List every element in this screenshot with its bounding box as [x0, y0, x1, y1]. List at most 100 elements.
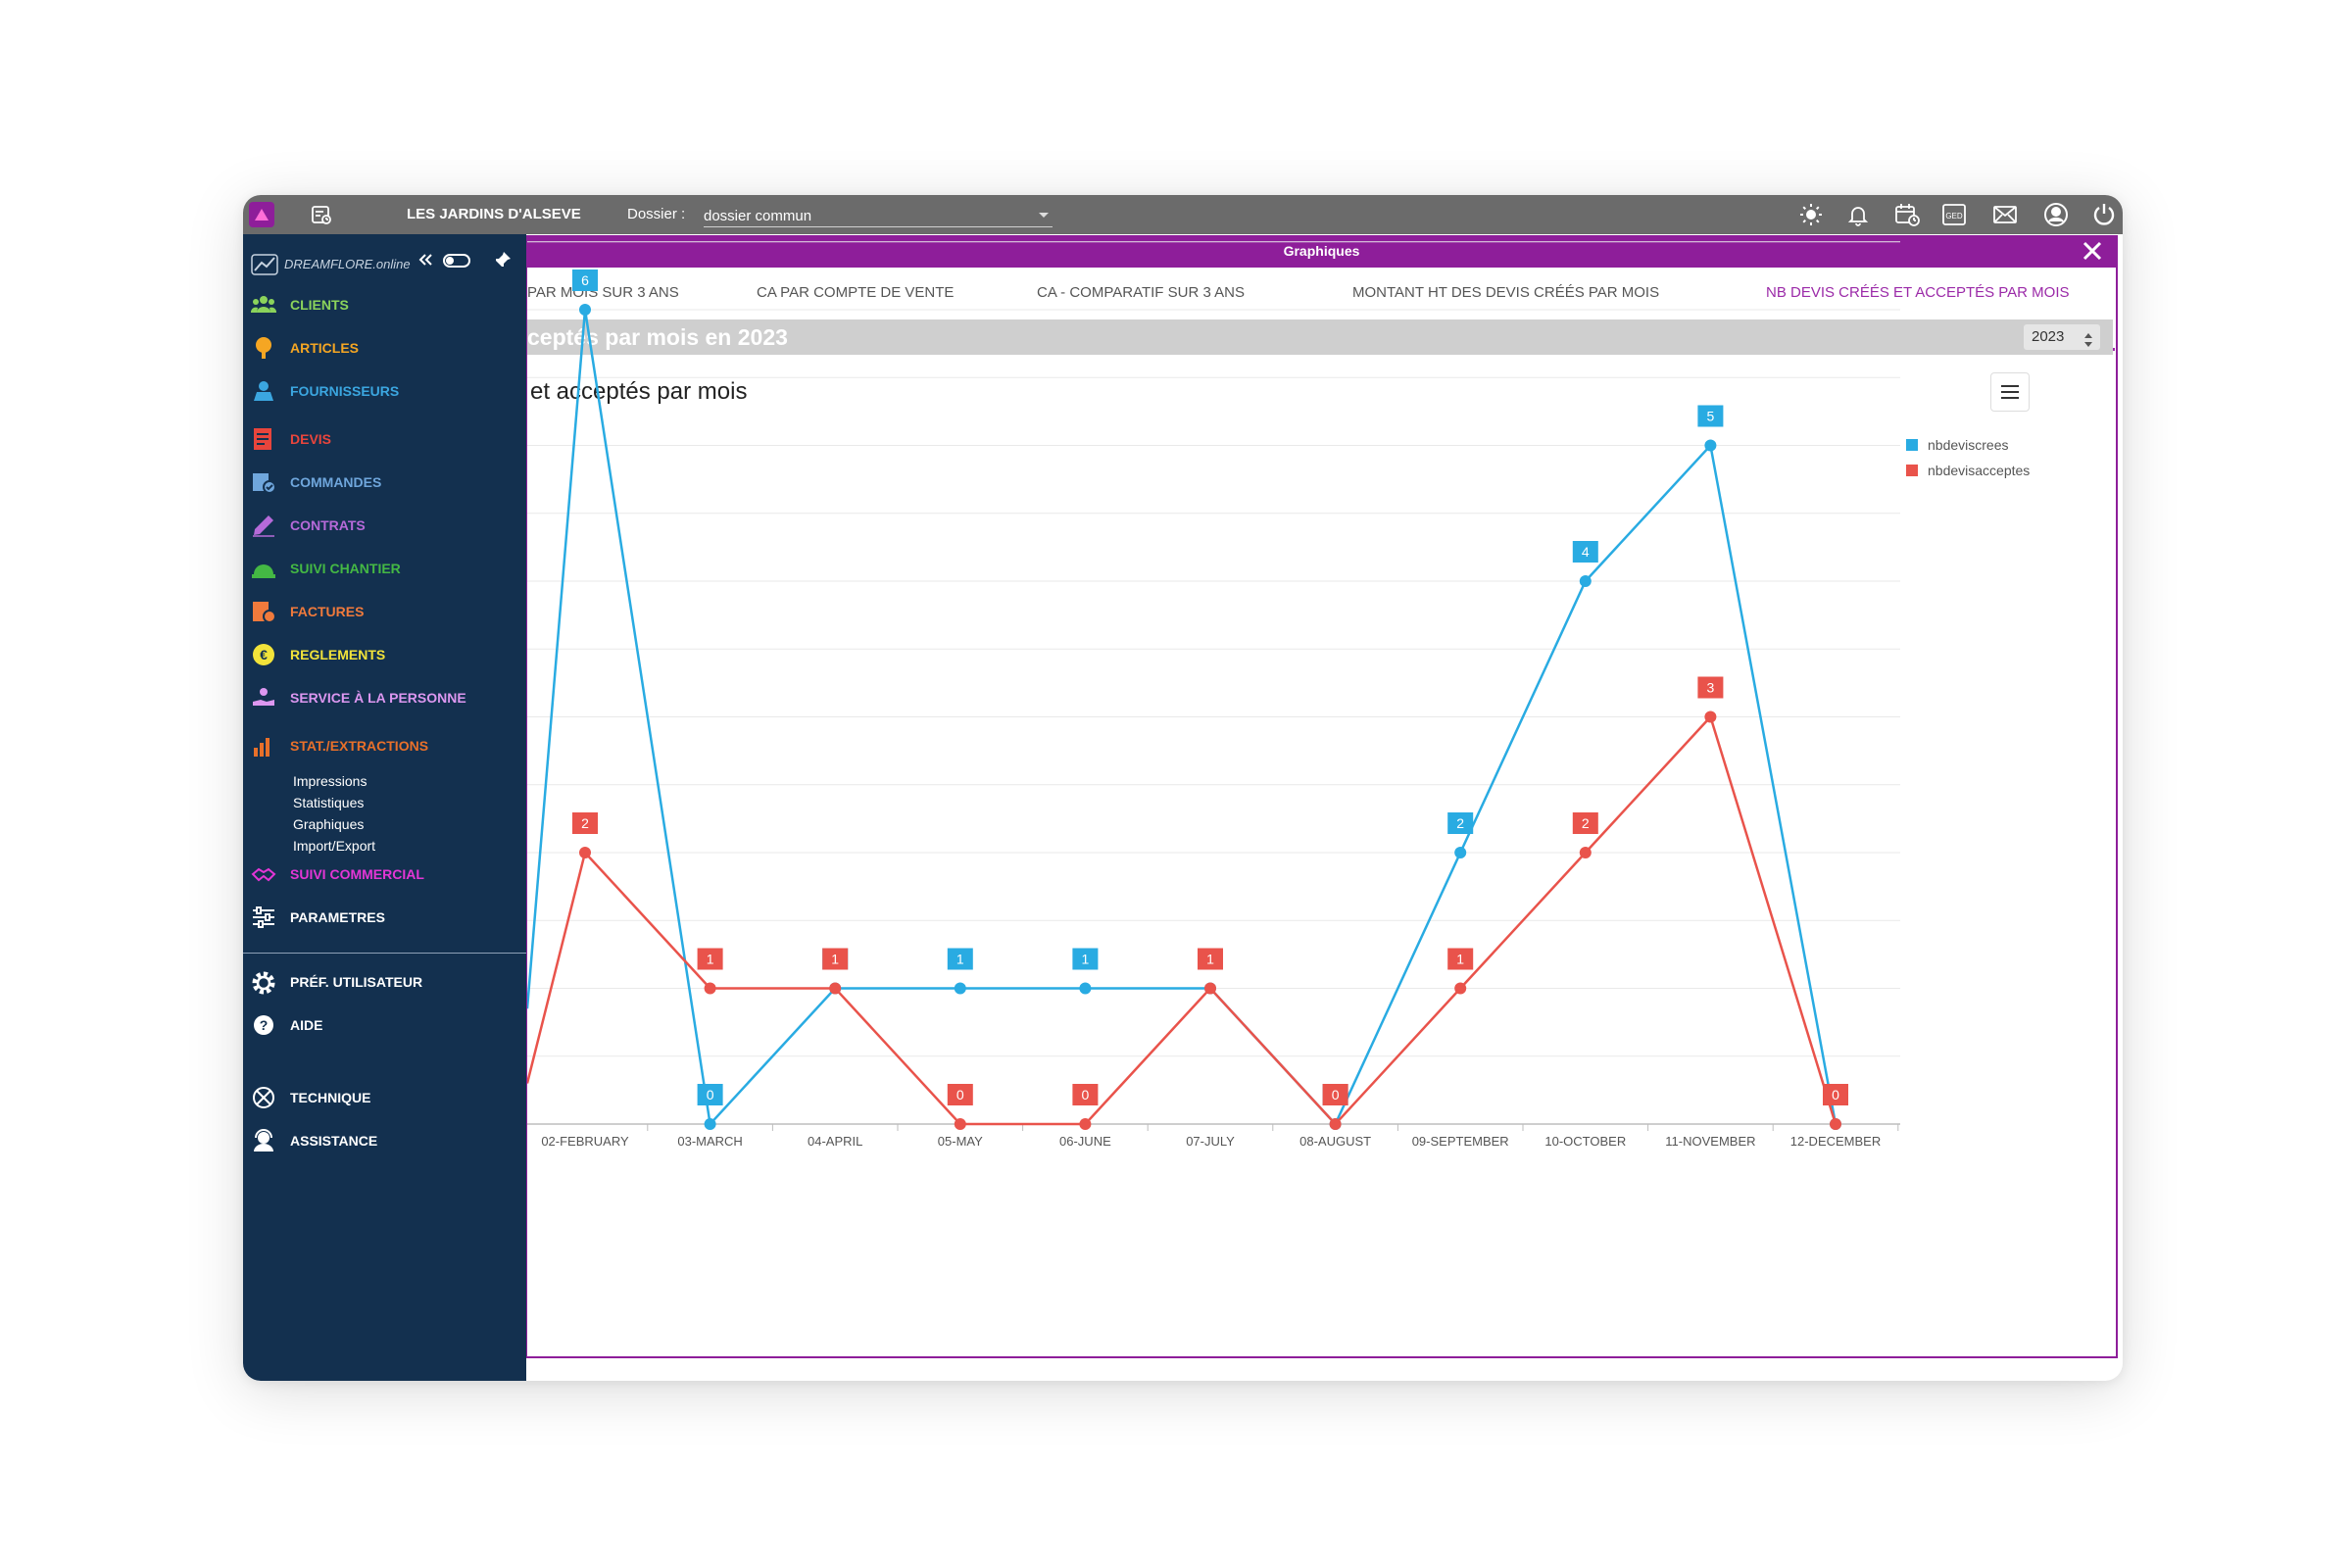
suivi-chantier-icon: [251, 557, 276, 580]
data-label-box: [947, 1084, 973, 1105]
data-label-box: [1572, 541, 1598, 563]
sidebar-item-label: SUIVI COMMERCIAL: [290, 866, 424, 882]
data-label-box: [1572, 812, 1598, 834]
tab-nb-devis[interactable]: NB DEVIS CRÉÉS ET ACCEPTÉS PAR MOIS: [1766, 284, 2070, 301]
power-icon[interactable]: [2090, 201, 2118, 228]
sidebar-item-commandes[interactable]: COMMANDES: [249, 467, 519, 497]
data-label: 2: [1582, 815, 1590, 831]
collapse-icon[interactable]: [417, 252, 433, 272]
dossier-select[interactable]: dossier commun: [704, 203, 1053, 227]
sidebar-item-clients[interactable]: CLIENTS: [249, 290, 519, 319]
sidebar-divider: [243, 953, 526, 954]
data-point: [1704, 439, 1717, 452]
sidebar-item-devis[interactable]: DEVIS: [249, 424, 519, 454]
sun-icon[interactable]: [1797, 201, 1825, 228]
sidebar-item-label: REGLEMENTS: [290, 647, 386, 662]
x-tick-label: 12-DECEMBER: [1790, 1134, 1881, 1149]
sidebar-item-stat-extractions[interactable]: STAT./EXTRACTIONS: [249, 731, 519, 760]
graphiques-panel: Graphiques PAR MOIS SUR 3 ANS CA PAR COM…: [525, 235, 2118, 1358]
x-tick-label: 11-NOVEMBER: [1665, 1134, 1755, 1149]
data-label: 1: [1082, 952, 1090, 967]
x-tick-label: 10-OCTOBER: [1544, 1134, 1626, 1149]
reglements-icon: €: [251, 643, 276, 666]
submenu-impressions[interactable]: Impressions: [293, 773, 368, 789]
year-select[interactable]: 2023: [2024, 324, 2100, 350]
data-point: [954, 1118, 966, 1130]
sidebar-item-technique[interactable]: TECHNIQUE: [249, 1083, 519, 1112]
chart-menu-button[interactable]: [1990, 372, 2030, 412]
sidebar-item-contrats[interactable]: CONTRATS: [249, 511, 519, 540]
data-label: 1: [1456, 952, 1464, 967]
sidebar-item-fournisseurs[interactable]: FOURNISSEURS: [249, 376, 519, 406]
legend-item-nbdevisacceptes[interactable]: nbdevisacceptes: [1906, 463, 2030, 488]
data-point: [1830, 1118, 1841, 1130]
legend-item-nbdeviscrees[interactable]: nbdeviscrees: [1906, 437, 2030, 463]
sidebar-item-assistance[interactable]: ASSISTANCE: [249, 1126, 519, 1155]
data-label-box: [1447, 948, 1474, 970]
data-point: [1579, 575, 1592, 587]
calendar-icon[interactable]: [1893, 201, 1921, 228]
data-label: 2: [1456, 815, 1464, 831]
sidebar-item-parametres[interactable]: PARAMETRES: [249, 903, 519, 932]
data-label-box: [1447, 812, 1474, 834]
submenu-graphiques[interactable]: Graphiques: [293, 816, 365, 832]
sidebar-item-suivi-chantier[interactable]: SUIVI CHANTIER: [249, 554, 519, 583]
sidebar-item-pref-utilisateur[interactable]: PRÉF. UTILISATEUR: [249, 967, 519, 997]
brand-name: DREAMFLORE.online: [284, 257, 411, 271]
data-point: [1079, 1118, 1092, 1130]
parametres-icon: [251, 906, 276, 929]
data-point: [1454, 982, 1467, 995]
data-label: 0: [956, 1087, 964, 1102]
legend-swatch: [1906, 439, 1918, 451]
x-tick-label: 06-JUNE: [1059, 1134, 1111, 1149]
factures-icon: [251, 600, 276, 623]
sidebar-item-label: CONTRATS: [290, 517, 366, 533]
bell-icon[interactable]: [1844, 201, 1872, 228]
mail-icon[interactable]: [1991, 201, 2019, 228]
sidebar-item-articles[interactable]: ARTICLES: [249, 333, 519, 363]
tab-ca-comparatif[interactable]: CA - COMPARATIF SUR 3 ANS: [1037, 284, 1245, 301]
brand: DREAMFLORE.online: [251, 252, 427, 277]
sidebar-item-aide[interactable]: ? AIDE: [249, 1010, 519, 1040]
data-label-box: [1072, 948, 1099, 970]
sidebar-item-factures[interactable]: FACTURES: [249, 597, 519, 626]
calendar-list-icon[interactable]: [308, 201, 335, 228]
dossier-value: dossier commun: [704, 208, 812, 224]
data-label-box: [1823, 1084, 1848, 1105]
tab-montant-ht-devis[interactable]: MONTANT HT DES DEVIS CRÉÉS PAR MOIS: [1352, 284, 1660, 301]
subheader-title: ceptés par mois en 2023: [527, 324, 788, 350]
data-label-box: [1072, 1084, 1099, 1105]
gear-icon: [251, 970, 276, 995]
top-bar: LES JARDINS D'ALSEVE Dossier : dossier c…: [243, 195, 2123, 234]
data-point: [1454, 847, 1467, 858]
chart-subheader: ceptés par mois en 2023 2023: [527, 319, 2113, 355]
sidebar-item-service-personne[interactable]: SERVICE À LA PERSONNE: [249, 683, 519, 712]
x-tick-label: 05-MAY: [938, 1134, 983, 1149]
legend-swatch: [1906, 465, 1918, 476]
close-icon[interactable]: [2081, 239, 2104, 263]
theme-toggle[interactable]: [443, 254, 470, 268]
sidebar-item-label: ASSISTANCE: [290, 1133, 378, 1149]
suivi-commercial-icon: [251, 862, 276, 886]
tab-par-mois-3-ans[interactable]: PAR MOIS SUR 3 ANS: [527, 284, 679, 301]
sidebar-item-reglements[interactable]: € REGLEMENTS: [249, 640, 519, 669]
data-label: 1: [707, 952, 714, 967]
data-label: 0: [1082, 1087, 1090, 1102]
commandes-icon: [251, 470, 276, 494]
tab-ca-compte-vente[interactable]: CA PAR COMPTE DE VENTE: [757, 284, 955, 301]
hamburger-icon: [2001, 385, 2019, 399]
stat-extractions-icon: [251, 734, 276, 758]
sidebar-item-label: TECHNIQUE: [290, 1090, 371, 1105]
submenu-statistiques[interactable]: Statistiques: [293, 795, 365, 810]
app-logo-icon[interactable]: [249, 202, 274, 227]
submenu-import-export[interactable]: Import/Export: [293, 838, 376, 854]
pin-icon[interactable]: [494, 251, 512, 273]
data-point: [1204, 982, 1216, 995]
ged-icon[interactable]: GED: [1940, 201, 1968, 228]
user-icon[interactable]: [2042, 201, 2070, 228]
data-label: 5: [1707, 409, 1715, 424]
x-tick-label: 09-SEPTEMBER: [1412, 1134, 1509, 1149]
svg-text:€: €: [260, 647, 268, 662]
sidebar-item-suivi-commercial[interactable]: SUIVI COMMERCIAL: [249, 859, 519, 889]
data-label-box: [1697, 676, 1724, 699]
